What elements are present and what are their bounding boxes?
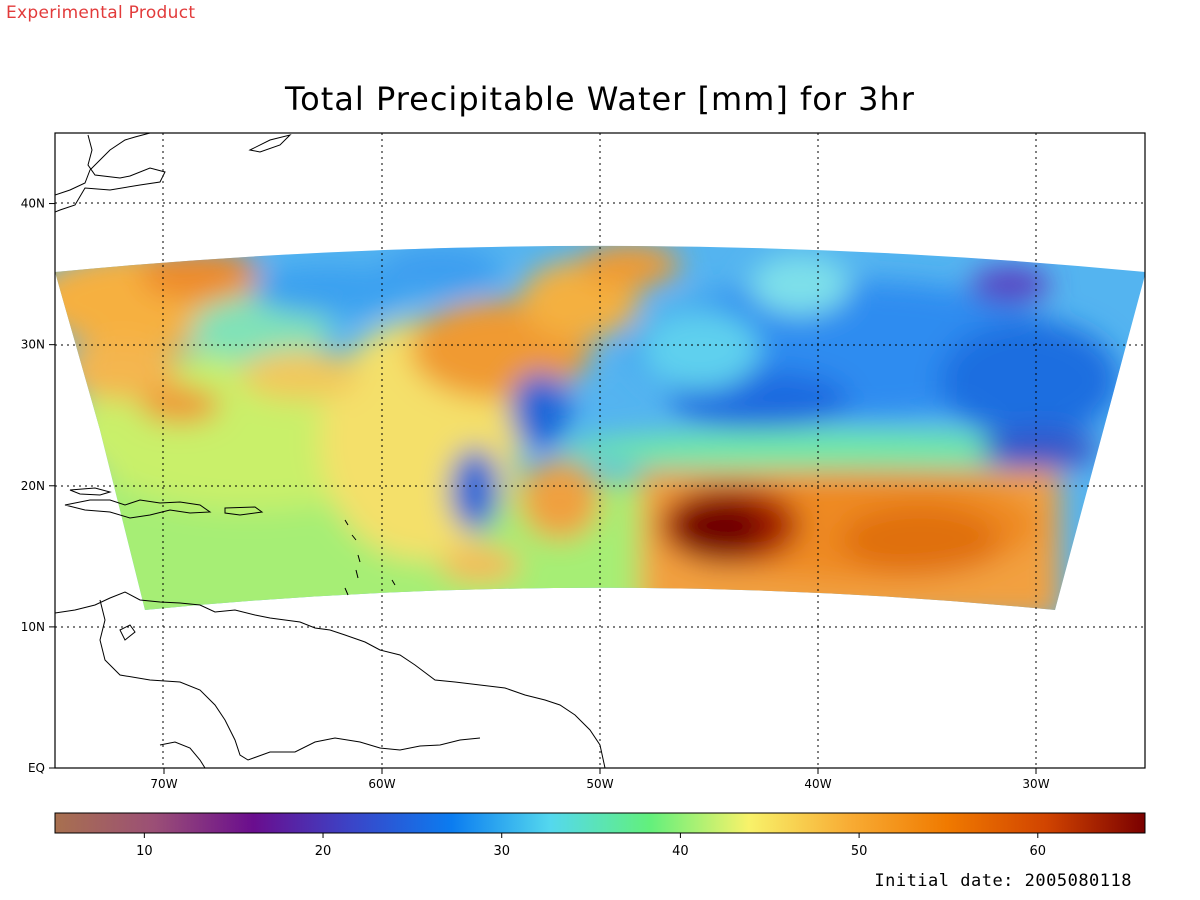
- colorbar-gradient: [54, 812, 1146, 834]
- latitude-axis: EQ 10N 20N 30N 40N: [21, 197, 55, 775]
- lat-tick-label-4: 40N: [21, 197, 45, 211]
- colorbar-tick-label-3: 40: [672, 844, 689, 859]
- colorbar-tick-label-1: 20: [315, 844, 332, 859]
- lon-tick-label-3: 40W: [804, 777, 831, 791]
- colorbar-tick-label-0: 10: [136, 844, 153, 859]
- chart-title: Total Precipitable Water [mm] for 3hr: [285, 80, 915, 118]
- product-label: Experimental Product: [6, 3, 196, 23]
- lon-tick-label-0: 70W: [150, 777, 177, 791]
- grid-lines: [55, 133, 1145, 768]
- colorbar-tick-label-4: 50: [851, 844, 868, 859]
- tpw-swath: [55, 245, 1145, 610]
- lon-tick-label-4: 30W: [1022, 777, 1049, 791]
- lon-tick-label-2: 50W: [586, 777, 613, 791]
- colorbar-tick-label-2: 30: [493, 844, 510, 859]
- initial-date: Initial date: 2005080118: [874, 871, 1132, 891]
- colorbar-tick-label-5: 60: [1030, 844, 1047, 859]
- lat-tick-label-0: EQ: [28, 761, 45, 775]
- colorbar-ticks: 10 20 30 40 50 60: [136, 833, 1046, 859]
- lat-tick-label-3: 30N: [21, 338, 45, 352]
- colorbar: 10 20 30 40 50 60: [54, 812, 1146, 859]
- coastlines: [55, 133, 606, 768]
- longitude-axis: 70W 60W 50W 40W 30W: [150, 768, 1050, 791]
- lon-tick-label-1: 60W: [368, 777, 395, 791]
- lat-tick-label-2: 20N: [21, 479, 45, 493]
- lat-tick-label-1: 10N: [21, 620, 45, 634]
